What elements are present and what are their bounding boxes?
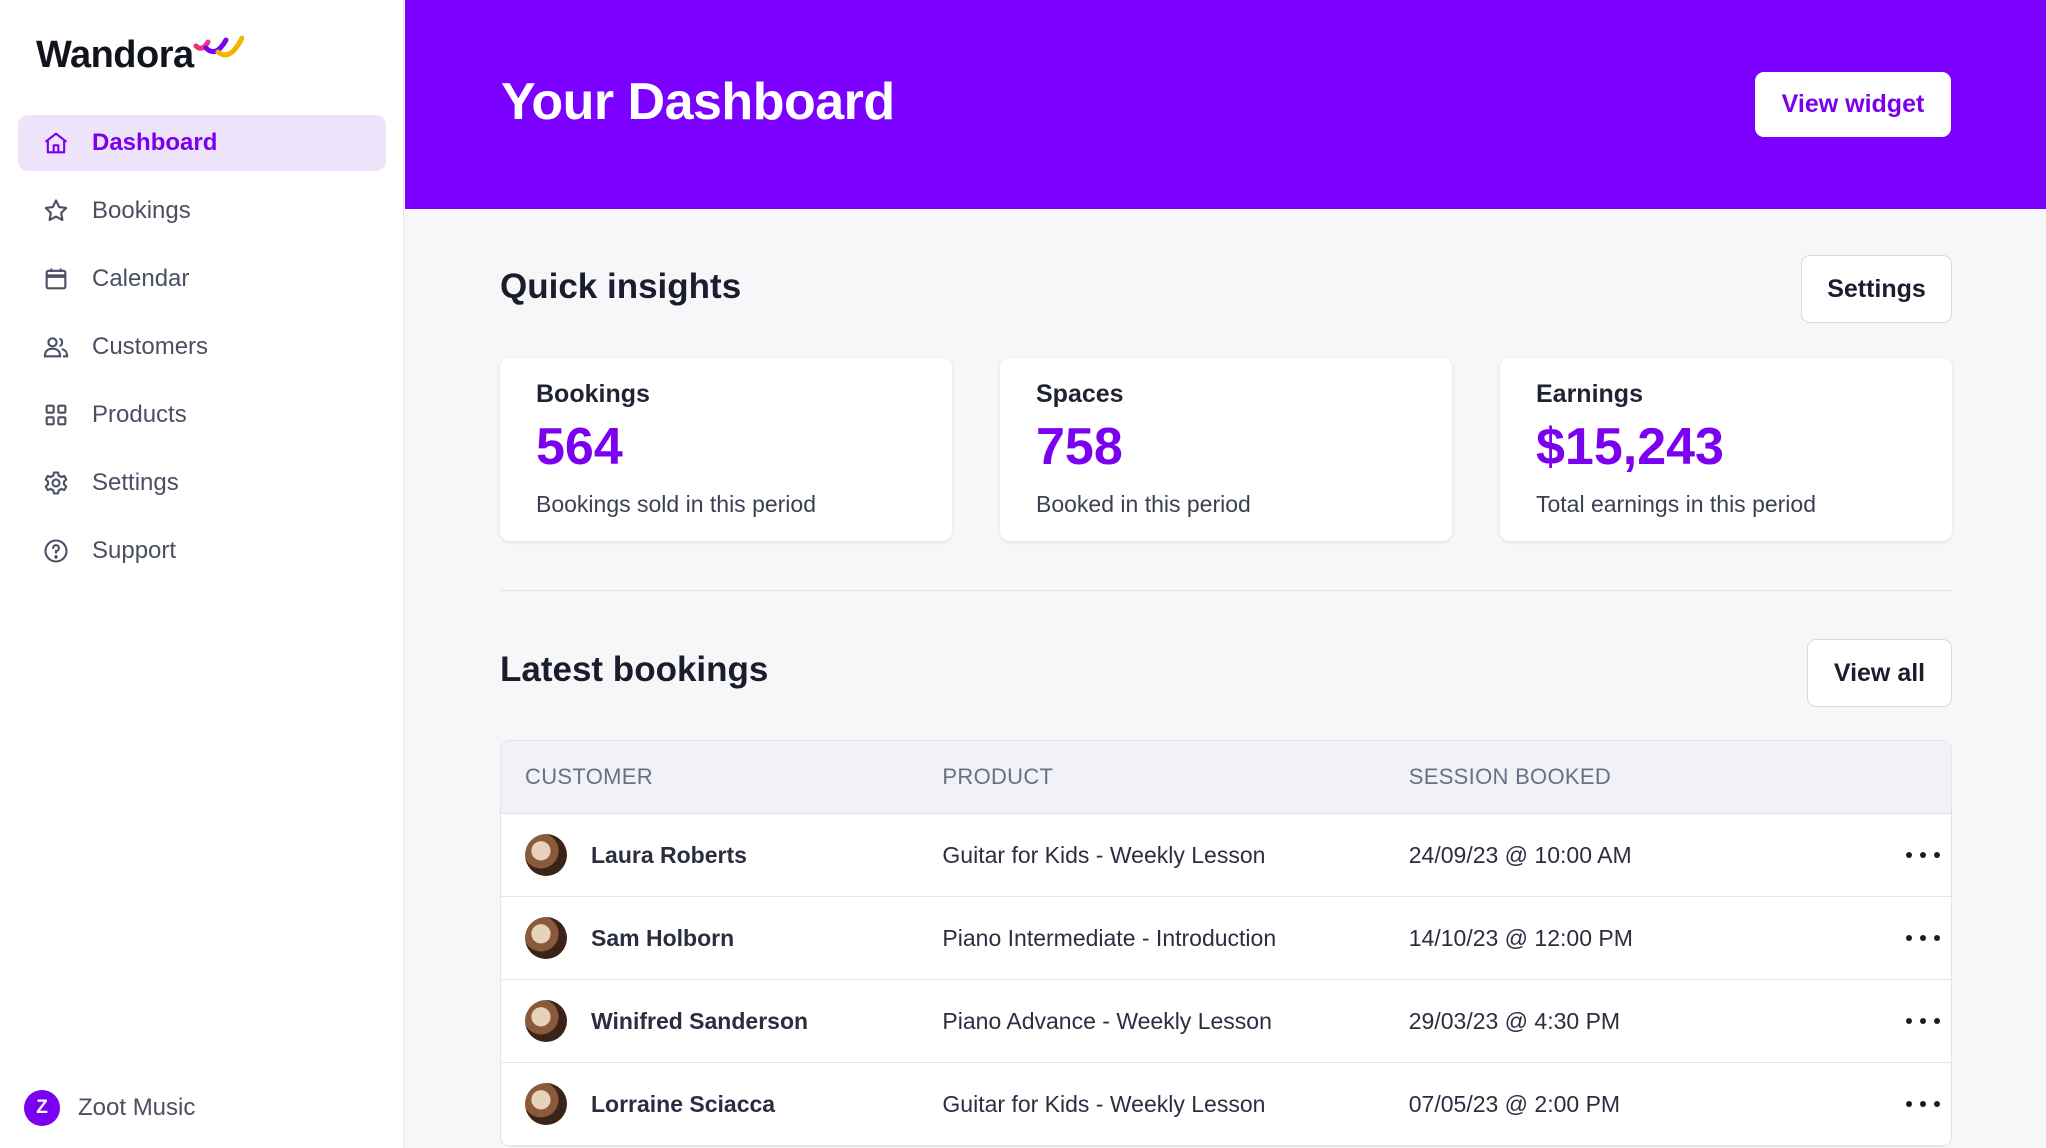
sidebar: Wandora Dashboard Bookings Calendar [0,0,404,1148]
insight-card-bookings: Bookings 564 Bookings sold in this perio… [500,358,952,541]
insight-card-value: 758 [1036,418,1123,476]
avatar [525,917,567,959]
sidebar-item-products[interactable]: Products [18,387,386,443]
sidebar-nav: Dashboard Bookings Calendar Customers Pr… [18,115,386,591]
insight-card-label: Bookings [536,380,650,408]
table-row[interactable]: Sam Holborn Piano Intermediate - Introdu… [501,897,1951,980]
sidebar-item-label: Products [92,401,187,428]
sidebar-item-customers[interactable]: Customers [18,319,386,375]
grid-icon [42,401,70,429]
sidebar-item-label: Dashboard [92,129,218,156]
customer-name: Sam Holborn [591,924,735,951]
product-cell: Guitar for Kids - Weekly Lesson [942,1090,1266,1117]
table-header: CUSTOMER PRODUCT SESSION BOOKED [501,741,1951,814]
section-divider [500,590,1952,591]
avatar [525,834,567,876]
account-name: Zoot Music [78,1094,196,1121]
table-row[interactable]: Laura Roberts Guitar for Kids - Weekly L… [501,814,1951,897]
product-cell: Guitar for Kids - Weekly Lesson [942,841,1266,868]
quick-insights-title: Quick insights [500,267,742,306]
page-title: Your Dashboard [501,73,895,131]
account-avatar: Z [24,1090,60,1126]
insights-settings-button[interactable]: Settings [1801,255,1952,323]
insight-card-earnings: Earnings $15,243 Total earnings in this … [1500,358,1952,541]
bookings-table: CUSTOMER PRODUCT SESSION BOOKED Laura Ro… [500,740,1952,1147]
page-header: Your Dashboard View widget [405,0,2046,209]
session-cell: 07/05/23 @ 2:00 PM [1408,1090,1621,1117]
customer-name: Laura Roberts [591,841,747,868]
sidebar-item-calendar[interactable]: Calendar [18,251,386,307]
column-header-product: PRODUCT [942,764,1054,789]
sidebar-item-label: Support [92,537,177,564]
table-row[interactable]: Winifred Sanderson Piano Advance - Weekl… [501,980,1951,1063]
more-options-icon[interactable] [1906,928,1941,948]
insight-card-spaces: Spaces 758 Booked in this period [1000,358,1452,541]
users-icon [42,333,70,361]
sidebar-item-bookings[interactable]: Bookings [18,183,386,239]
latest-bookings-title: Latest bookings [500,650,769,689]
product-cell: Piano Intermediate - Introduction [942,924,1277,951]
insight-card-description: Total earnings in this period [1536,491,1816,517]
session-cell: 29/03/23 @ 4:30 PM [1408,1007,1621,1034]
table-row[interactable]: Lorraine Sciacca Guitar for Kids - Weekl… [501,1063,1951,1146]
more-options-icon[interactable] [1906,845,1941,865]
customer-name: Winifred Sanderson [591,1007,809,1034]
help-icon [42,537,70,565]
calendar-icon [42,265,70,293]
insight-card-label: Spaces [1036,380,1124,408]
logo-swoosh-icon [193,35,244,58]
sidebar-item-settings[interactable]: Settings [18,455,386,511]
more-options-icon[interactable] [1906,1094,1941,1114]
star-icon [42,197,70,225]
insight-card-label: Earnings [1536,380,1643,408]
brand-logo[interactable]: Wandora [36,34,244,77]
column-header-session: SESSION BOOKED [1408,764,1612,789]
session-cell: 14/10/23 @ 12:00 PM [1408,924,1633,951]
sidebar-item-label: Bookings [92,197,191,224]
more-options-icon[interactable] [1906,1011,1941,1031]
sidebar-item-label: Calendar [92,265,190,292]
sidebar-item-dashboard[interactable]: Dashboard [18,115,386,171]
gear-icon [42,469,70,497]
account-switcher[interactable]: Z Zoot Music [24,1090,195,1126]
product-cell: Piano Advance - Weekly Lesson [942,1007,1272,1034]
view-widget-button[interactable]: View widget [1755,72,1951,137]
insight-card-description: Bookings sold in this period [536,491,816,517]
column-header-customer: CUSTOMER [525,764,653,789]
avatar [525,1083,567,1125]
session-cell: 24/09/23 @ 10:00 AM [1408,841,1632,868]
brand-name: Wandora [36,34,194,76]
customer-name: Lorraine Sciacca [591,1090,776,1117]
sidebar-item-label: Customers [92,333,209,360]
home-icon [42,129,70,157]
sidebar-item-label: Settings [92,469,179,496]
insight-card-value: $15,243 [1536,418,1724,476]
insight-card-value: 564 [536,418,623,476]
avatar [525,1000,567,1042]
sidebar-item-support[interactable]: Support [18,523,386,579]
insight-cards: Bookings 564 Bookings sold in this perio… [500,358,1952,541]
view-all-button[interactable]: View all [1807,639,1952,707]
insight-card-description: Booked in this period [1036,491,1251,517]
